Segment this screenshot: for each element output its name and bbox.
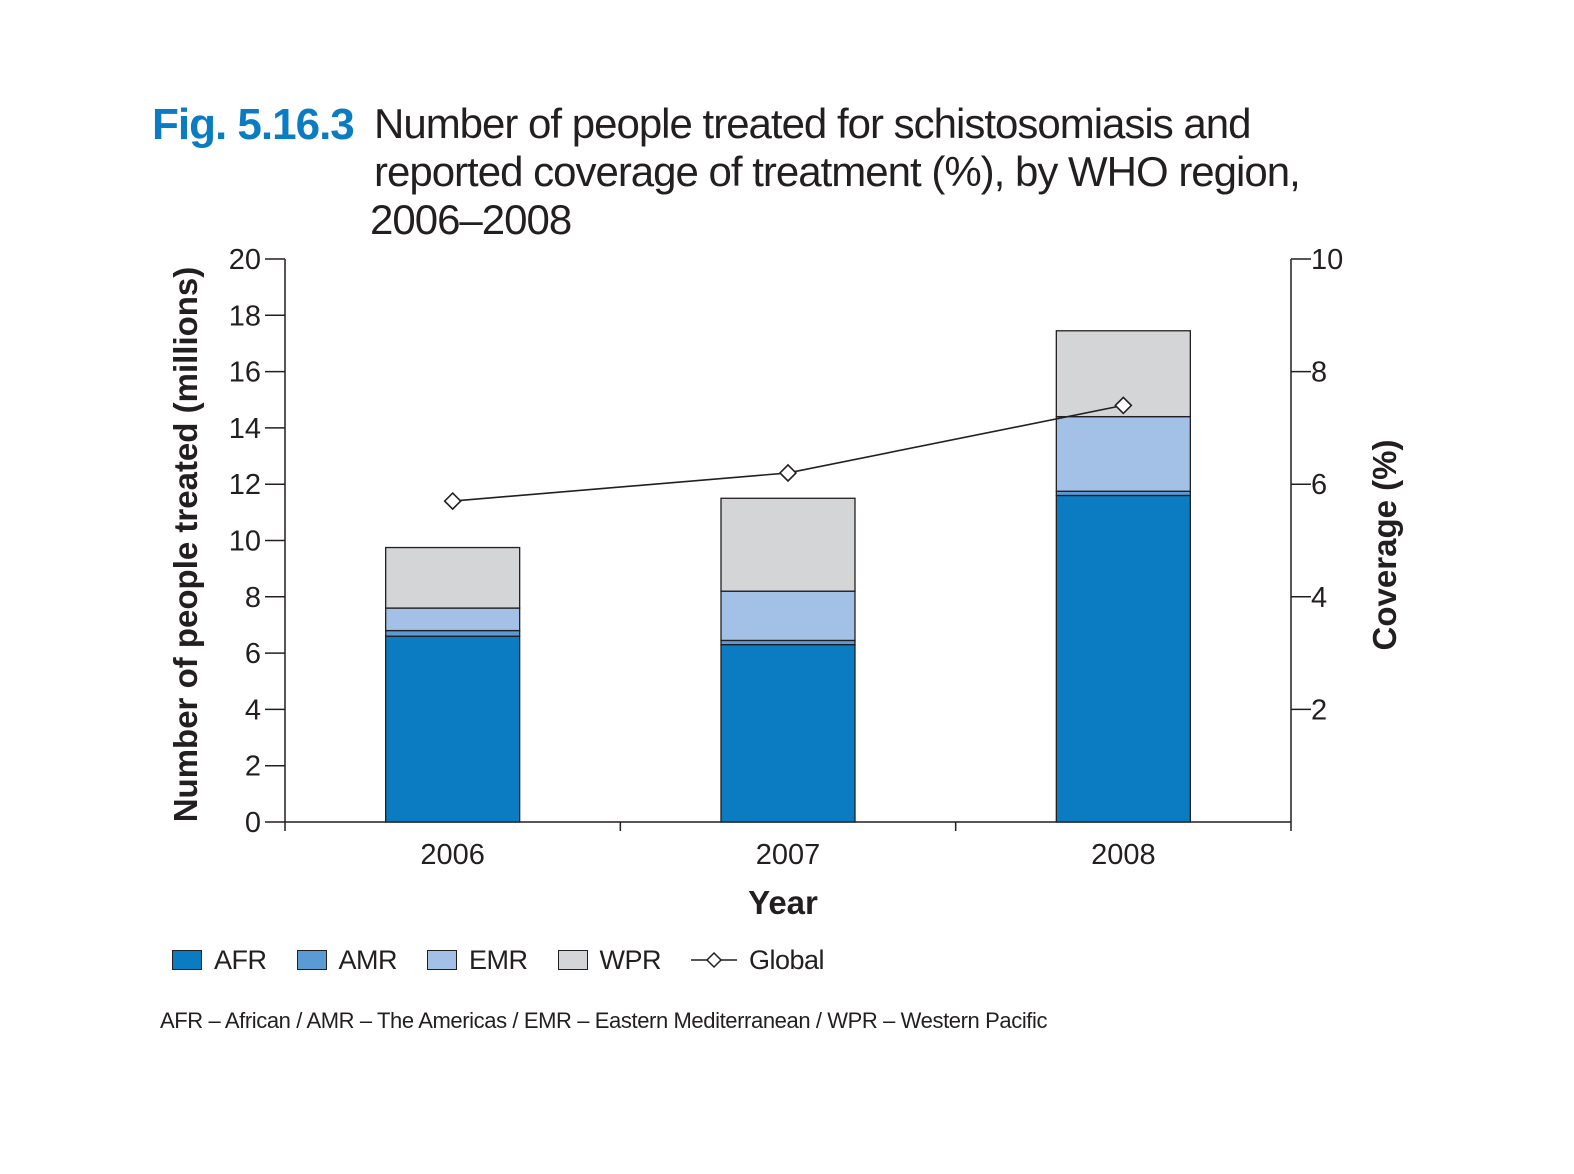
footnote: AFR – African / AMR – The Americas / EMR… [160,1008,1048,1033]
y-tick-label: 8 [245,582,261,614]
bar-afr-2006 [385,635,521,823]
y-tick-label: 20 [229,244,261,276]
chart-plot: 0 2 4 6 8 10 12 14 16 18 20 2 4 6 8 10 2006 2007 2008 Year N… [167,244,1403,921]
point-global-2006 [443,491,462,511]
y-tick-label: 12 [229,469,261,501]
figure-title-line-2: reported coverage of treatment (%), by W… [374,148,1301,195]
legend-swatch-afr [172,950,202,970]
y-tick-label: 6 [245,638,261,670]
y2-tick-label: 6 [1311,469,1327,501]
figure-title: Number of people treated for schistosomi… [370,100,1301,244]
bar-wpr-2006 [385,546,521,609]
legend-label-emr: EMR [469,944,528,975]
legend-label-afr: AFR [214,944,267,975]
y2-tick-label: 10 [1311,244,1343,276]
y-tick-label: 18 [229,300,261,332]
legend-item-amr: AMR [296,944,398,976]
bar-emr-2006 [385,607,521,632]
y-axis-title: Number of people treated (millions) [167,267,204,823]
bar-emr-2008 [1055,415,1191,492]
legend-label-global: Global [749,944,825,975]
figure-label: Fig. 5.16.3 [152,100,355,149]
y2-tick-label: 8 [1311,357,1327,389]
legend-item-global: Global [691,944,825,976]
bar-amr-2006 [385,629,521,637]
y-tick-label: 2 [245,751,261,783]
bar-afr-2007 [720,644,856,823]
x-tick-label: 2008 [1091,839,1156,871]
figure-title-line-1: Number of people treated for schistosomi… [374,100,1251,147]
bar-afr-2008 [1055,494,1191,823]
y2-tick-label: 2 [1311,694,1327,726]
y2-axis-title: Coverage (%) [1366,440,1403,651]
x-tick-label: 2006 [420,839,485,871]
figure-title-line-3: 2006–2008 [370,196,572,243]
point-global-2007 [778,463,798,483]
legend-swatch-amr [296,950,327,970]
y-tick-label: 14 [229,413,261,445]
x-tick-label: 2007 [756,839,821,871]
y2-tick-label: 4 [1311,582,1327,614]
y-tick-label: 4 [245,694,261,726]
y-tick-label: 10 [229,526,261,558]
point-global-2008 [1114,396,1133,415]
bar-wpr-2007 [720,497,856,592]
legend-label-amr: AMR [338,944,398,975]
x-axis-title: Year [748,884,818,921]
bar-emr-2007 [720,590,856,642]
legend-item-emr: EMR [427,945,528,976]
line-global [452,404,1124,502]
diamond-line-icon [691,951,737,969]
y-tick-label: 16 [229,357,261,389]
legend-label-wpr: WPR [599,944,662,975]
legend-item-afr: AFR [172,945,267,976]
y-tick-label: 0 [245,807,261,839]
legend-item-wpr: WPR [557,944,662,976]
legend-swatch-emr [427,950,457,970]
legend-swatch-wpr [557,950,588,970]
chart-legend: AFR AMR EMR WPR Global [172,942,854,978]
